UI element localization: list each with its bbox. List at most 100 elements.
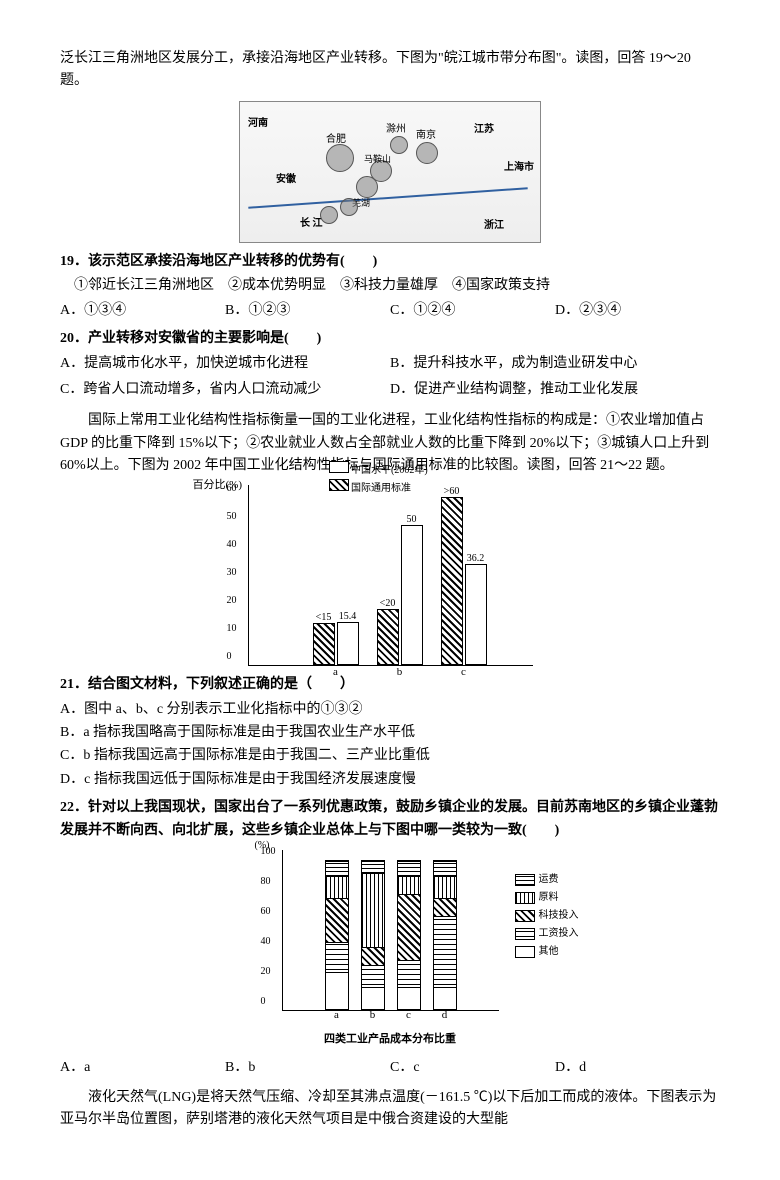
map-label-zhejiang: 浙江 [484, 218, 504, 234]
bar-chart-1: 百分比(%) 中国水平(2002年) 国际通用标准 0 10 20 30 40 … [248, 485, 533, 666]
q22-opt-d[interactable]: D．d [555, 1057, 720, 1079]
seg-b-transport [362, 861, 384, 873]
seg-b-other [362, 987, 384, 1009]
bar-hatch-label-b: <20 [380, 596, 396, 612]
stack-label-a: a [334, 1007, 339, 1025]
chart2-legend: 运费 原料 科技投入 工资投入 其他 [515, 870, 579, 962]
stack-bar-d: d [433, 860, 457, 1010]
stack-label-c: c [406, 1007, 411, 1025]
map-wanjiang: 河南 安徽 江苏 上海市 浙江 长 江 合肥 滁州 南京 马鞍山 芜湖 [239, 101, 541, 243]
bar-group-c: >6036.2c [441, 497, 487, 665]
bar-cat-a: a [333, 664, 338, 682]
q21-opt-a[interactable]: A．图中 a、b、c 分别表示工业化指标中的①③② [60, 699, 720, 721]
q20-options: A．提高城市化水平，加快逆城市化进程 B．提升科技水平，成为制造业研发中心 C．… [60, 352, 720, 402]
q20-opt-d[interactable]: D．促进产业结构调整，推动工业化发展 [390, 379, 720, 401]
stack-chart: (%) 0 20 40 60 80 100 运费 原料 科技投入 工资投入 其他… [282, 850, 499, 1011]
map-label-changjiang: 长 江 [300, 216, 323, 232]
seg-a-raw [326, 876, 348, 898]
q21-opt-c[interactable]: C．b 指标我国远高于国际标准是由于我国二、三产业比重低 [60, 745, 720, 767]
bar-cat-b: b [397, 664, 403, 682]
stack-label-d: d [442, 1007, 448, 1025]
bar-white-a: 15.4 [337, 622, 359, 665]
q19-opt-d[interactable]: D．②③④ [555, 300, 720, 322]
map-label-shanghai: 上海市 [504, 160, 534, 176]
intro-lng: 液化天然气(LNG)是将天然气压缩、冷却至其沸点温度(－161.5 ℃)以下后加… [60, 1087, 720, 1132]
lg-other: 其他 [539, 944, 559, 960]
city-hefei [326, 144, 354, 172]
seg-c-other [398, 987, 420, 1009]
label-hefei: 合肥 [326, 132, 346, 148]
stack-bar-a: a [325, 860, 349, 1010]
seg-b-wage [362, 965, 384, 987]
bar-white-c: 36.2 [465, 564, 487, 665]
bar-hatch-b: <20 [377, 609, 399, 665]
seg-c-raw [398, 876, 420, 894]
q22-opt-c[interactable]: C．c [390, 1057, 555, 1079]
legend-hatch: 国际通用标准 [351, 483, 411, 494]
bar-hatch-label-a: <15 [316, 610, 332, 626]
stack-bar-b: b [361, 860, 385, 1010]
q19-opt-b[interactable]: B．①②③ [225, 300, 390, 322]
label-maanshan: 马鞍山 [364, 152, 391, 166]
q22-prompt: 22．针对以上我国现状，国家出台了一系列优惠政策，鼓励乡镇企业的发展。目前苏南地… [60, 797, 720, 842]
city-extra1 [340, 198, 358, 216]
q22-options: A．a B．b C．c D．d [60, 1057, 720, 1079]
seg-d-wage [434, 916, 456, 987]
lg-trans: 运费 [539, 872, 559, 888]
city-nanjing [416, 142, 438, 164]
q22-opt-a[interactable]: A．a [60, 1057, 225, 1079]
bar-hatch-label-c: >60 [444, 484, 460, 500]
bar-hatch-c: >60 [441, 497, 463, 665]
intro-q19-20: 泛长江三角洲地区发展分工，承接沿海地区产业转移。下图为"皖江城市带分布图"。读图… [60, 48, 720, 93]
q22-opt-b[interactable]: B．b [225, 1057, 390, 1079]
map-label-anhui: 安徽 [276, 172, 296, 188]
q19-items: ①邻近长江三角洲地区 ②成本优势明显 ③科技力量雄厚 ④国家政策支持 [60, 275, 720, 297]
q20-opt-a[interactable]: A．提高城市化水平，加快逆城市化进程 [60, 353, 390, 375]
seg-a-transport [326, 861, 348, 876]
q21-prompt: 21．结合图文材料，下列叙述正确的是（ ） [60, 674, 720, 696]
bar-group-b: <2050b [377, 525, 423, 665]
seg-c-wage [398, 960, 420, 987]
seg-d-tech [434, 898, 456, 916]
seg-a-other [326, 972, 348, 1009]
legend-white: 中国水平(2002年) [351, 465, 428, 476]
seg-c-tech [398, 894, 420, 961]
bar-cat-c: c [461, 664, 466, 682]
bar-white-label-b: 50 [407, 512, 417, 528]
chart1-legend: 中国水平(2002年) 国际通用标准 [329, 461, 428, 497]
seg-d-raw [434, 876, 456, 898]
q21-opt-d[interactable]: D．c 指标我国远低于国际标准是由于我国经济发展速度慢 [60, 769, 720, 791]
seg-d-transport [434, 861, 456, 876]
q20-opt-b[interactable]: B．提升科技水平，成为制造业研发中心 [390, 353, 720, 375]
city-extra2 [320, 206, 338, 224]
stack-bar-c: c [397, 860, 421, 1010]
lg-tech: 科技投入 [539, 908, 579, 924]
chart-cost-structure: (%) 0 20 40 60 80 100 运费 原料 科技投入 工资投入 其他… [60, 850, 720, 1049]
bar-white-b: 50 [401, 525, 423, 665]
q21-opt-b[interactable]: B．a 指标我国略高于国际标准是由于我国农业生产水平低 [60, 722, 720, 744]
chart2-caption: 四类工业产品成本分布比重 [60, 1031, 720, 1049]
seg-a-wage [326, 942, 348, 972]
q19-opt-c[interactable]: C．①②④ [390, 300, 555, 322]
q19-opt-a[interactable]: A．①③④ [60, 300, 225, 322]
bar-group-a: <1515.4a [313, 622, 359, 665]
lg-wage: 工资投入 [539, 926, 579, 942]
map-label-henan: 河南 [248, 116, 268, 132]
seg-d-other [434, 987, 456, 1009]
river-yangtze [248, 187, 527, 209]
seg-c-transport [398, 861, 420, 876]
q21-options: A．图中 a、b、c 分别表示工业化指标中的①③② B．a 指标我国略高于国际标… [60, 699, 720, 792]
seg-b-tech [362, 947, 384, 965]
map-label-jiangsu: 江苏 [474, 122, 494, 138]
q19-prompt: 19．该示范区承接沿海地区产业转移的优势有( ) [60, 251, 720, 273]
label-chuzhou: 滁州 [386, 122, 406, 138]
city-chuzhou [390, 136, 408, 154]
lg-raw: 原料 [539, 890, 559, 906]
stack-label-b: b [370, 1007, 376, 1025]
q19-options: A．①③④ B．①②③ C．①②④ D．②③④ [60, 300, 720, 322]
bar-white-label-c: 36.2 [467, 551, 485, 567]
bar-hatch-a: <15 [313, 623, 335, 665]
label-nanjing: 南京 [416, 128, 436, 144]
bar-white-label-a: 15.4 [339, 609, 357, 625]
q20-opt-c[interactable]: C．跨省人口流动增多，省内人口流动减少 [60, 379, 390, 401]
